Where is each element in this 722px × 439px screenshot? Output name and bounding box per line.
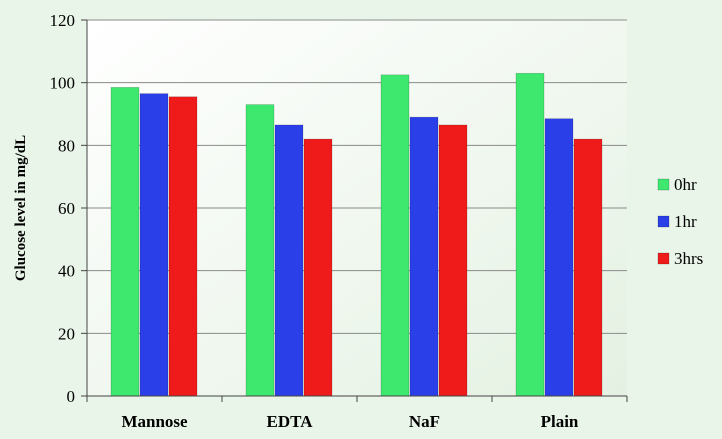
bar-mannose-3hrs — [168, 96, 198, 397]
y-tick-label: 120 — [50, 11, 76, 30]
y-tick-label: 80 — [58, 136, 75, 155]
legend-swatch-3hrs — [657, 252, 670, 265]
y-tick-label: 40 — [58, 262, 75, 281]
bar-edta-3hrs — [303, 138, 333, 397]
y-tick-label: 100 — [50, 74, 76, 93]
bar-plain-0hr — [515, 72, 545, 397]
y-tick-label: 0 — [67, 387, 76, 406]
x-tick-label: Plain — [541, 412, 579, 431]
bar-plain-1hr — [544, 118, 574, 397]
bar-naf-0hr — [380, 74, 410, 397]
bar-plain-3hrs — [573, 138, 603, 397]
y-tick-label: 20 — [58, 324, 75, 343]
bar-naf-1hr — [409, 116, 439, 397]
x-tick-label: Mannose — [121, 412, 188, 431]
legend-swatch-0hr — [657, 178, 670, 191]
bar-naf-3hrs — [438, 124, 468, 397]
legend-label-1hr: 1hr — [674, 212, 697, 231]
y-axis-label: Glucose level in mg/dL — [13, 135, 29, 281]
legend-label-0hr: 0hr — [674, 175, 697, 194]
x-tick-label: NaF — [409, 412, 440, 431]
bar-mannose-0hr — [110, 87, 140, 397]
bar-mannose-1hr — [139, 93, 169, 397]
legend-label-3hrs: 3hrs — [674, 249, 703, 268]
x-tick-label: EDTA — [267, 412, 314, 431]
legend-swatch-1hr — [657, 215, 670, 228]
y-tick-label: 60 — [58, 199, 75, 218]
bar-edta-1hr — [274, 124, 304, 397]
bar-edta-0hr — [245, 104, 275, 397]
